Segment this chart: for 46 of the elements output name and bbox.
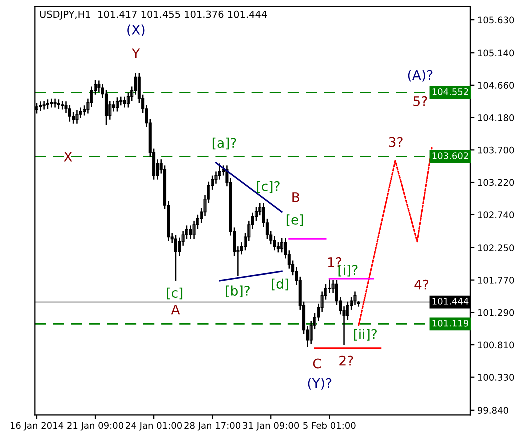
y-tick-label: 104.660 [478, 82, 514, 89]
y-tick-label: 100.810 [478, 342, 514, 349]
y-tick-label: 99.840 [478, 407, 508, 414]
annotation: (Y)? [308, 378, 332, 390]
annotation: (X) [128, 24, 145, 36]
annotation: 2? [340, 356, 354, 366]
annotation: [a]? [212, 138, 236, 150]
y-tick-label: 103.700 [478, 146, 514, 154]
annotation: [c]? [257, 181, 280, 193]
ref-line-label: 101.119 [432, 320, 469, 327]
line-series [358, 147, 433, 326]
annotation: (A)? [408, 70, 433, 82]
annotation: 3? [389, 137, 403, 148]
x-tick-label: 31 Jan 09:00 [243, 422, 300, 431]
annotation: X [64, 152, 72, 162]
x-tick-label: 21 Jan 09:00 [68, 422, 124, 431]
y-tick-label: 102.740 [478, 212, 514, 218]
y-tick-label: 105.140 [478, 50, 514, 57]
annotation: [ii]? [354, 329, 377, 341]
annotation: [c] [167, 288, 183, 300]
ref-line-label: 103.602 [432, 152, 468, 160]
ref-line-label: 101.444 [432, 298, 469, 305]
annotation: [i]? [338, 264, 358, 277]
y-tick-label: 100.330 [478, 374, 514, 381]
annotation: 1? [328, 257, 342, 268]
ref-line-label: 104.552 [432, 88, 468, 96]
x-tick-label: 24 Jan 01:00 [126, 422, 182, 431]
annotation: [d] [272, 278, 288, 291]
y-tick-label: 103.220 [478, 179, 514, 186]
x-tick-label: 28 Jan 17:00 [184, 422, 241, 431]
annotation: B [292, 192, 300, 202]
chart-title: USDJPY,H1 101.417 101.455 101.376 101.444 [40, 10, 268, 20]
annotation: C [313, 358, 322, 369]
annotation: 4? [414, 280, 428, 290]
annotation: [e] [286, 214, 304, 226]
y-tick-label: 102.250 [478, 244, 514, 252]
annotation: 5? [414, 96, 428, 106]
y-tick-label: 101.770 [478, 277, 514, 284]
x-tick-label: 5 Feb 01:00 [304, 422, 356, 430]
x-tick-label: 16 Jan 2014 [10, 422, 64, 431]
y-tick-label: 101.290 [478, 309, 514, 316]
annotation: Y [132, 48, 140, 58]
annotation: [b]? [226, 286, 250, 298]
y-tick-label: 105.630 [478, 16, 514, 24]
y-tick-label: 104.180 [478, 114, 514, 122]
annotation: A [171, 304, 180, 315]
